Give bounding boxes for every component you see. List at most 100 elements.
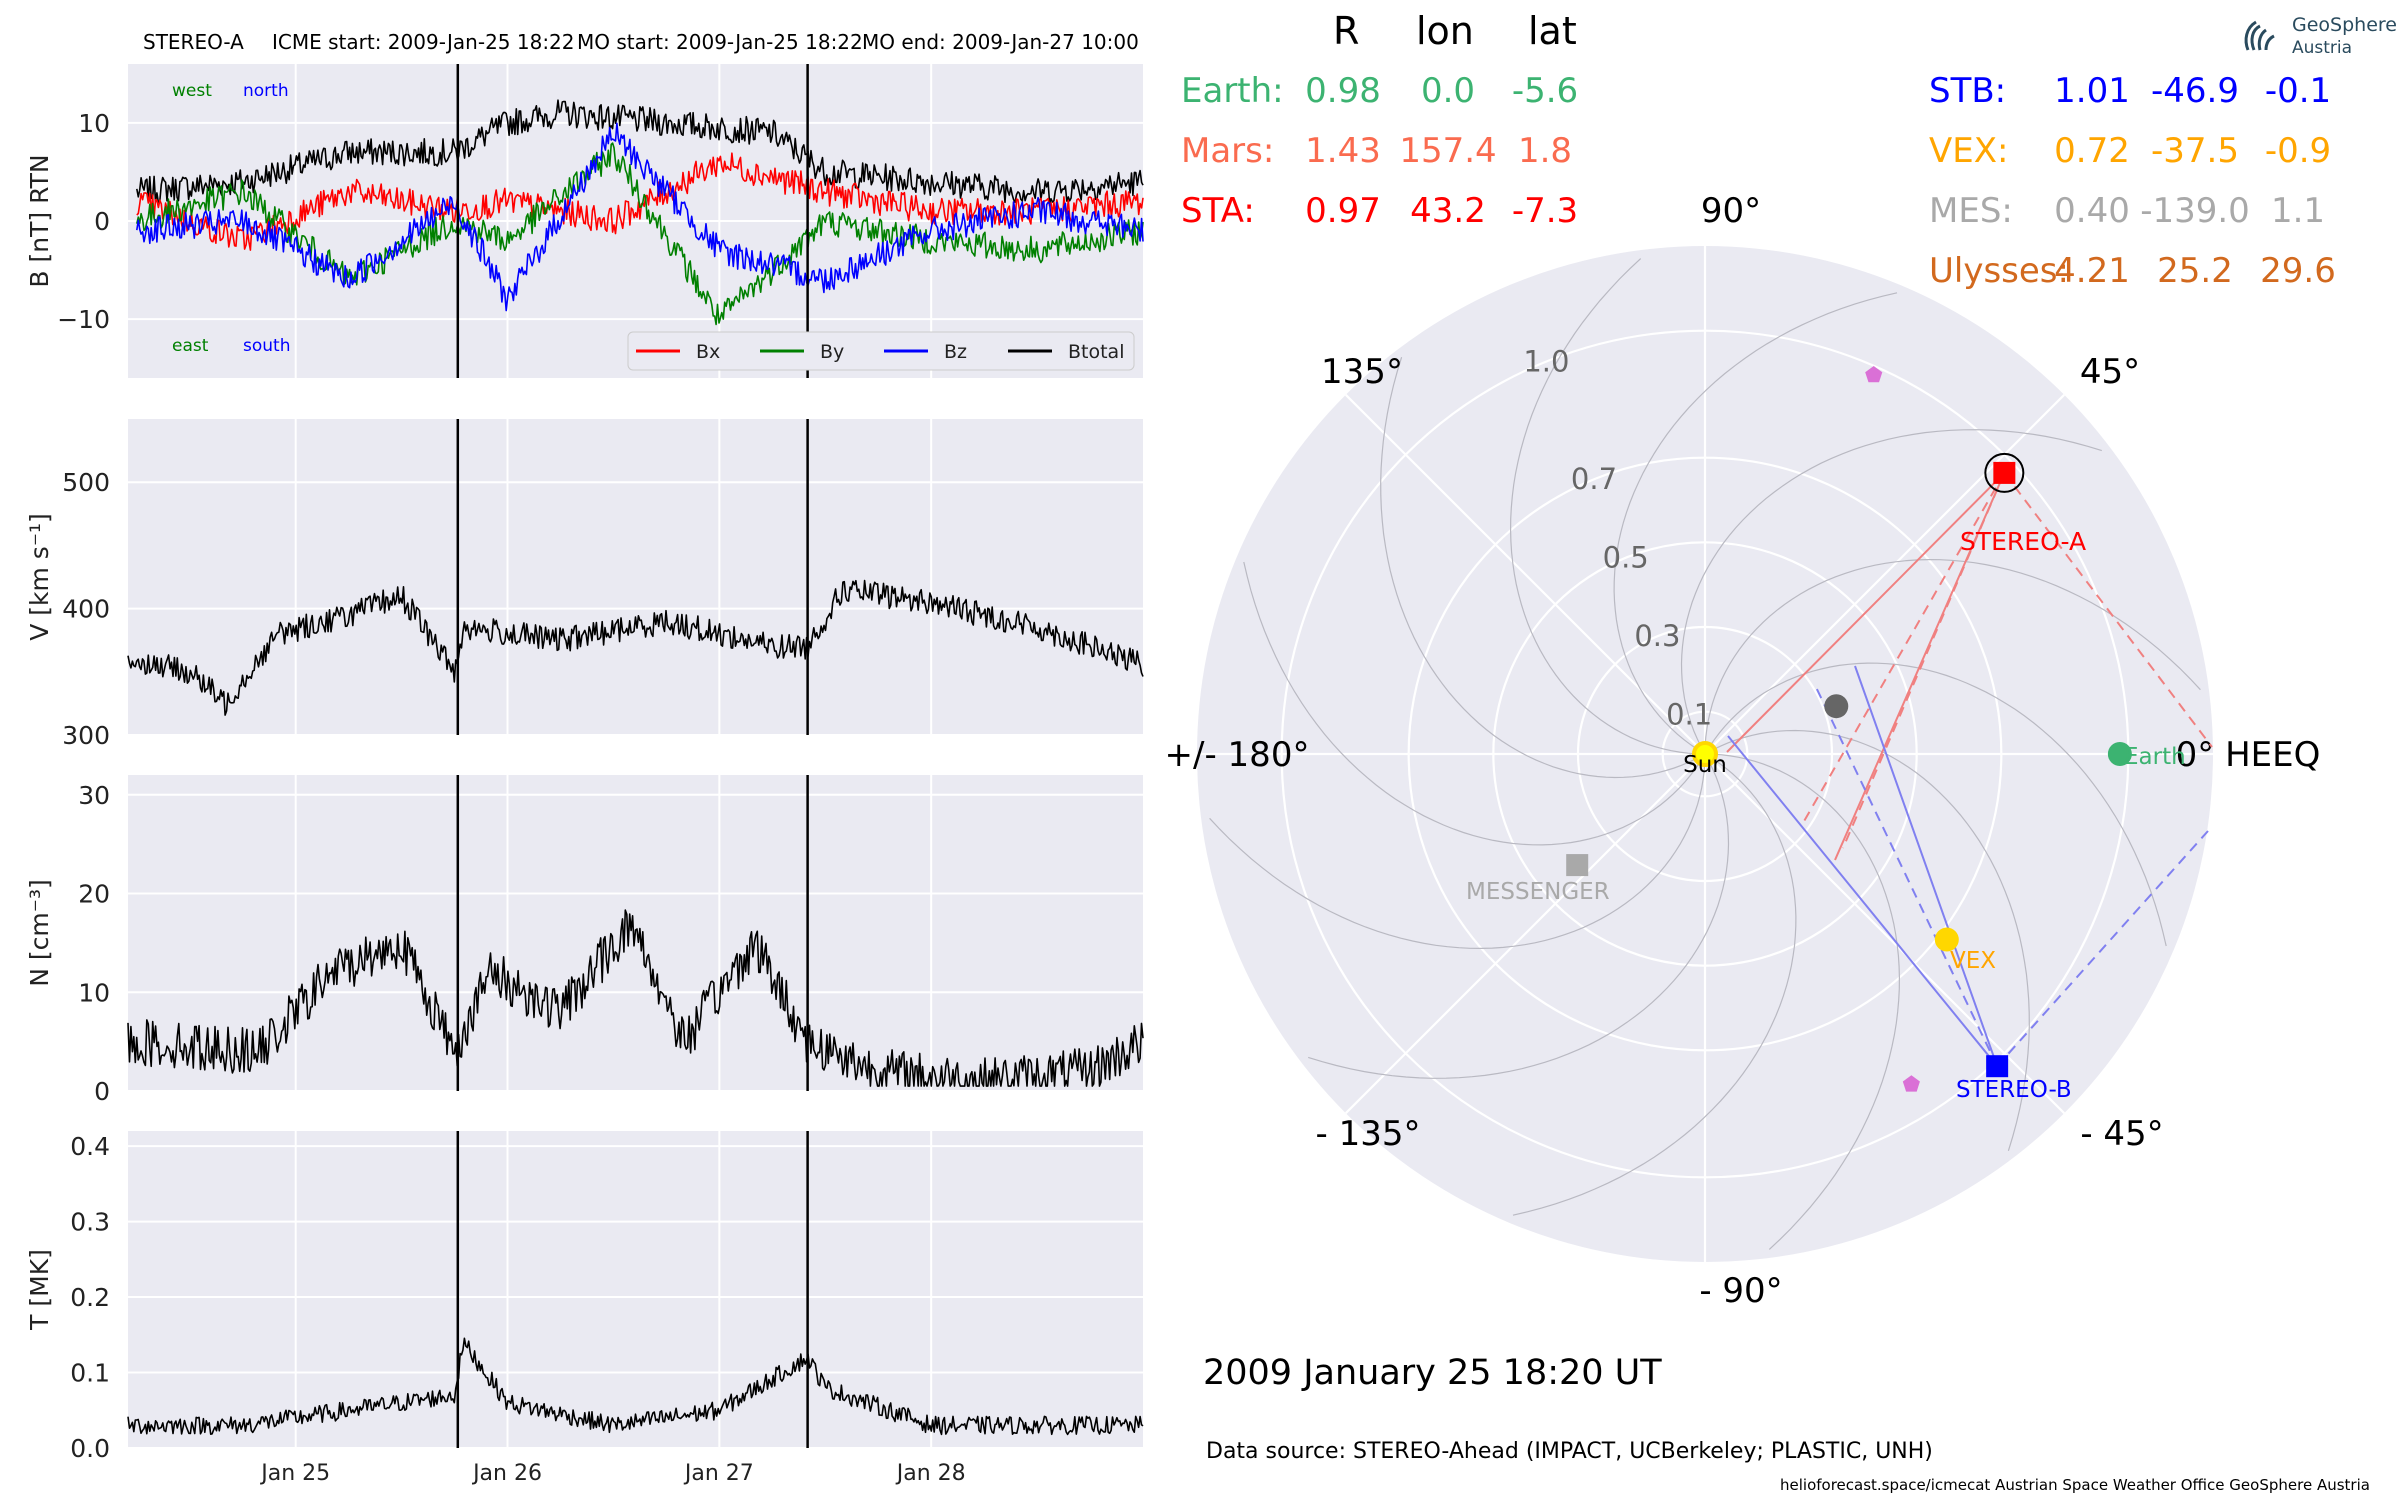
left-row-1-lon: 157.4 <box>1399 131 1497 171</box>
polar-spoke <box>1345 753 1706 1114</box>
ytick-label: 400 <box>62 595 110 624</box>
ytick-label: 10 <box>78 109 110 138</box>
right-row-0-name: STB: <box>1929 71 2007 111</box>
legend-label-Btotal: Btotal <box>1068 341 1124 363</box>
stb-fov-line <box>1854 665 1999 1067</box>
ytick-label: 0 <box>94 1077 110 1106</box>
table-col-R: R <box>1333 9 1360 53</box>
panel-B: 10 0 −10B [nT] RTN <box>25 64 1144 378</box>
right-row-0-R: 1.01 <box>2054 71 2130 111</box>
parker-spiral <box>1708 662 2167 947</box>
left-row-1-lat: 1.8 <box>1517 131 1573 171</box>
parker-spiral <box>1209 762 1706 950</box>
label-stereo-b: STEREO-B <box>1956 1077 2072 1103</box>
ytick-label: 500 <box>62 468 110 497</box>
xtick-label: Jan 25 <box>259 1461 330 1486</box>
angle-label-0: 0° HEEQ <box>2176 735 2321 775</box>
xtick-label: Jan 28 <box>895 1461 966 1486</box>
right-row-3-lon: 25.2 <box>2157 251 2233 291</box>
ytick-label: −10 <box>57 305 110 334</box>
polar-spoke <box>1345 394 1706 755</box>
marker-vex <box>1934 927 1959 952</box>
left-row-0-name: Earth: <box>1181 71 1284 111</box>
parker-spiral <box>1512 757 1797 1216</box>
angle-label-45: 45° <box>2080 352 2140 392</box>
marker-earth <box>2107 742 2132 766</box>
parker-spiral <box>1712 729 2030 1151</box>
series-B-Bx <box>136 152 1144 251</box>
left-row-2-name: STA: <box>1181 191 1255 231</box>
header-mo-end: MO end: 2009-Jan-27 10:00 <box>862 30 1139 54</box>
series-T-T <box>127 1337 1144 1436</box>
ytick-label: 0.0 <box>70 1434 110 1463</box>
ytick-label: 0.4 <box>70 1132 110 1161</box>
label-messenger: MESSENGER <box>1466 879 1610 905</box>
sta-fov-line <box>1726 472 2006 753</box>
right-row-1-name: VEX: <box>1929 131 2009 171</box>
parker-spiral <box>1704 558 2201 746</box>
header-spacecraft: STEREO-A <box>143 30 244 54</box>
xtick-label: Jan 27 <box>683 1461 754 1486</box>
parker-spiral <box>1713 753 1901 1250</box>
panel-T-background <box>128 1131 1143 1448</box>
right-row-0-lat: -0.1 <box>2264 71 2332 111</box>
left-row-2-lon: 43.2 <box>1410 191 1486 231</box>
legend-box <box>627 331 1135 371</box>
left-row-0-lon: 0.0 <box>1420 71 1476 111</box>
stb-fov-line <box>1813 682 1999 1067</box>
radial-tick-label: 1.0 <box>1523 344 1569 378</box>
footer-data-source: Data source: STEREO-Ahead (IMPACT, UCBer… <box>1206 1439 1933 1464</box>
left-row-2-R: 0.97 <box>1305 191 1381 231</box>
left-row-0-R: 0.98 <box>1305 71 1381 111</box>
parker-spiral <box>1613 292 1898 751</box>
ylabel-T: T [MK] <box>25 1249 54 1331</box>
footer-datetime: 2009 January 25 18:20 UT <box>1203 1353 1662 1393</box>
label-sun: Sun <box>1683 752 1727 778</box>
parker-spiral <box>1308 761 1730 1079</box>
right-row-1-R: 0.72 <box>2054 131 2130 171</box>
series-B-Bz <box>136 122 1144 312</box>
right-row-2-lat: 1.1 <box>2270 191 2326 231</box>
marker-stereo-a <box>1993 461 2016 484</box>
annotation-south: south <box>243 336 290 356</box>
ytick-label: 0.3 <box>70 1208 110 1237</box>
header-mo-start: MO start: 2009-Jan-25 18:22 <box>577 30 863 54</box>
angle-label-m45: - 45° <box>2080 1114 2163 1154</box>
legend-label-By: By <box>820 341 844 363</box>
series-B-Btotal <box>136 99 1144 204</box>
polar-plot: 0.1 0.3 0.5 0.7 1.0 0° HEEQ 45° 90° 135° +/- 180°… <box>1165 191 2321 1311</box>
right-row-0-lon: -46.9 <box>2151 71 2239 111</box>
annotation-east: east <box>172 336 209 356</box>
parker-spiral <box>1680 429 2102 747</box>
panel-T: 0.4 0.3 0.2 0.1 0.0 T [MK] <box>25 1131 1144 1463</box>
left-row-1-R: 1.43 <box>1305 131 1381 171</box>
header-icme-start: ICME start: 2009-Jan-25 18:22 <box>272 30 575 54</box>
label-vex: VEX <box>1950 948 1996 974</box>
logo-line1: GeoSphere <box>2292 14 2397 36</box>
marker-body-8 <box>1902 1075 1920 1092</box>
ytick-label: 20 <box>78 880 110 909</box>
label-earth: Earth <box>2124 744 2186 770</box>
right-row-3-name: Ulysses: <box>1929 251 2069 291</box>
right-row-3-lat: 29.6 <box>2260 251 2336 291</box>
radial-tick-label: 0.3 <box>1634 619 1680 653</box>
right-row-1-lat: -0.9 <box>2264 131 2332 171</box>
legend-B: Bx By Bz Btotal <box>627 331 1135 371</box>
panel-V-background <box>128 419 1143 735</box>
ytick-label: 0 <box>94 207 110 236</box>
xtick-label: Jan 26 <box>471 1461 542 1486</box>
sta-fov-line <box>1842 472 2006 849</box>
radial-tick-label: 0.5 <box>1603 541 1649 575</box>
geosphere-logo-icon <box>2244 20 2275 51</box>
ytick-label: 10 <box>78 978 110 1007</box>
left-row-0-lat: -5.6 <box>1511 71 1579 111</box>
angle-label-m135: - 135° <box>1316 1114 1421 1154</box>
angle-label-90: 90° <box>1701 191 1761 231</box>
marker-stereo-b <box>1986 1055 2009 1078</box>
polar-spoke <box>1704 753 2065 1114</box>
ytick-label: 0.2 <box>70 1283 110 1312</box>
ylabel-V: V [km s⁻¹] <box>25 513 54 641</box>
table-col-lon: lon <box>1416 9 1474 53</box>
